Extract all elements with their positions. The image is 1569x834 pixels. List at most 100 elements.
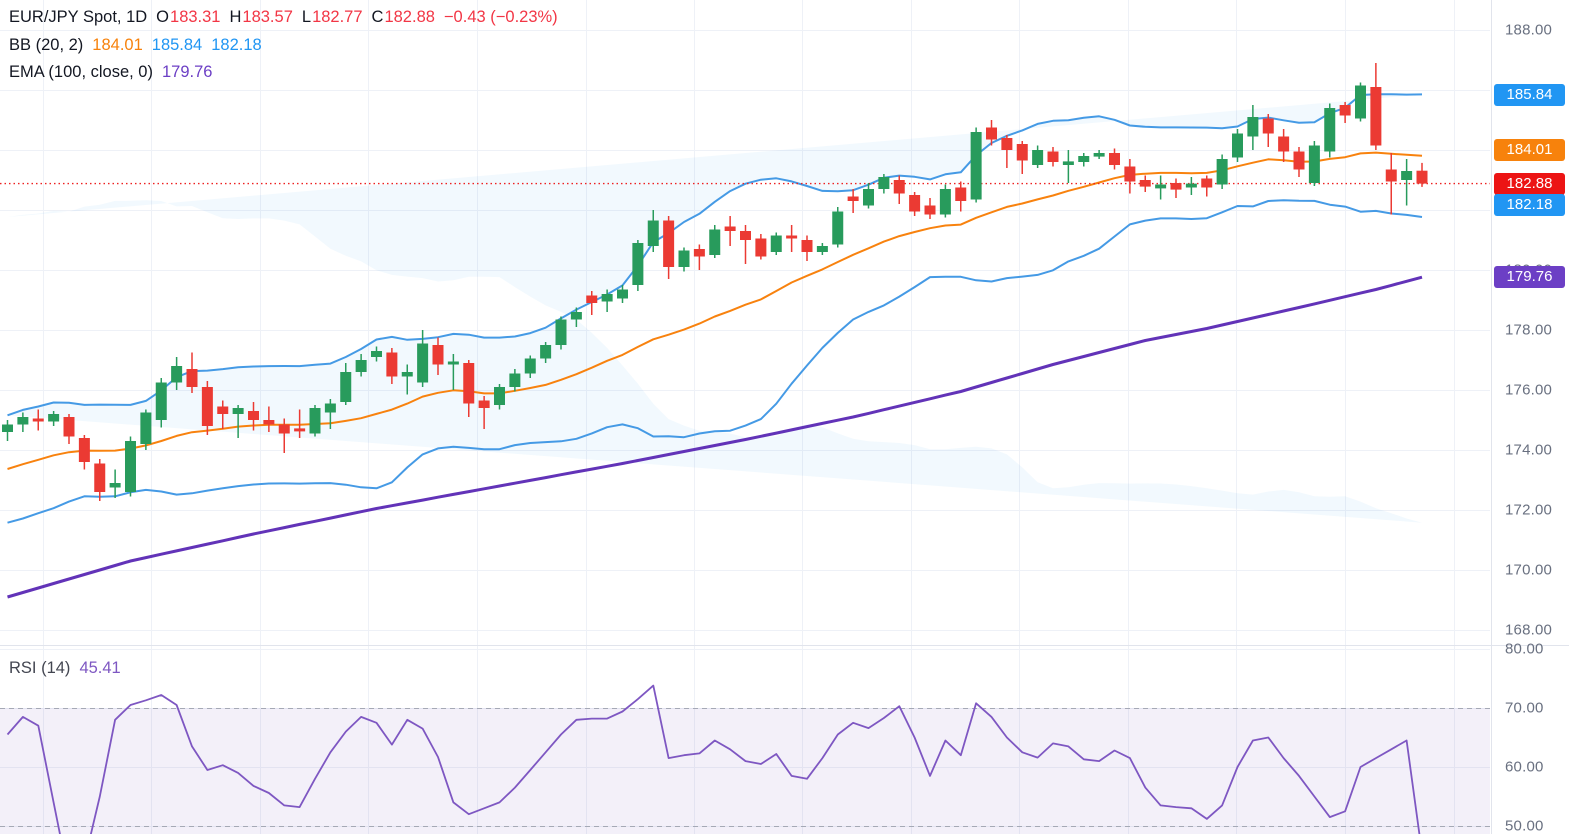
ema-label: EMA (100, close, 0) [9,63,153,81]
candle [1293,151,1305,170]
candle [201,387,213,426]
candle [770,235,782,252]
candle [401,372,413,377]
candle [755,238,767,257]
close-value: 182.88 [384,8,435,26]
candle [32,418,44,422]
rsi-pane [0,684,1490,834]
candle [1001,138,1013,150]
rsi-label: RSI (14) [9,659,71,677]
candle [355,360,367,372]
low-value: 182.77 [312,8,363,26]
candle [386,352,398,377]
candle [924,205,936,215]
candle [878,177,890,189]
rsi-band [0,708,1490,834]
candle [1355,85,1366,119]
candle [447,361,459,365]
change-value: −0.43 (−0.23%) [443,8,558,26]
legend-rsi-row[interactable]: RSI (14) 45.41 [9,659,121,678]
candle [340,372,352,402]
last-price-badge: 182.88 [1494,172,1565,195]
candle [371,351,382,357]
rsi-axis-tick-label: 50.00 [1505,817,1544,834]
candle [939,189,951,215]
candle [555,319,567,345]
bb-basis-badge: 184.01 [1494,138,1565,161]
rsi-axis-tick-label: 80.00 [1505,640,1544,658]
price-axis-tick-label: 176.00 [1505,381,1553,399]
candle [294,428,306,432]
candle [494,387,505,405]
legend-ema-row[interactable]: EMA (100, close, 0) 179.76 [9,63,212,82]
candle [509,373,521,387]
high-label: H [229,8,242,26]
candle [601,294,613,302]
candle [417,343,429,383]
price-axis[interactable]: 188.00186.00184.00182.00180.00178.00176.… [1491,0,1569,834]
rsi-axis-tick-label: 60.00 [1505,758,1544,776]
candle [217,406,229,414]
price-axis-tick-label: 178.00 [1505,321,1553,339]
candle [309,408,321,434]
low-label: L [301,8,312,26]
candle [1109,153,1120,165]
candle [1032,150,1044,165]
price-axis-tick-label: 174.00 [1505,441,1553,459]
candle [970,132,982,200]
candle [909,195,921,212]
candle [816,246,828,252]
candle [786,235,798,239]
candle [1078,156,1090,162]
bb-upper-value: 185.84 [151,36,203,54]
candle [893,180,905,194]
candle [232,408,244,414]
candle [1170,183,1182,190]
legend-symbol-row[interactable]: EUR/JPY Spot, 1D O 183.31 H 183.57 L 182.77… [9,8,558,27]
candle [125,441,136,492]
candle [94,463,106,492]
candle [432,345,444,365]
candle [1047,151,1059,162]
candle [63,417,75,437]
candle [1062,161,1074,165]
bb-label: BB (20, 2) [9,36,84,54]
rsi-axis-tick-label: 70.00 [1505,699,1544,717]
candle [1155,184,1167,189]
open-value: 183.31 [170,8,221,26]
candle [263,420,275,425]
candle [740,231,751,240]
candle [248,411,259,420]
candle [1124,166,1136,182]
symbol-title: EUR/JPY Spot, 1D [9,8,148,26]
candle [632,243,644,285]
candle [1201,178,1213,188]
candle [1278,136,1290,152]
ema-value: 179.76 [161,63,213,81]
candle [78,438,90,462]
candle [986,127,997,140]
candle [1370,87,1382,146]
candle [2,424,13,432]
bb-lower-badge: 182.18 [1494,193,1565,216]
candle [955,187,967,201]
candle [724,226,736,231]
candle [155,382,167,420]
candle [1139,180,1151,187]
candle [140,412,152,444]
candle [171,366,183,383]
candle [847,196,859,201]
candle [1308,145,1320,183]
price-axis-tick-label: 168.00 [1505,621,1553,639]
open-label: O [156,8,170,26]
candle [540,345,552,359]
rsi-line [6,684,1421,834]
legend-bb-row[interactable]: BB (20, 2) 184.01 185.84 182.18 [9,36,262,55]
candle [647,220,659,246]
bb-upper-badge: 185.84 [1494,83,1565,106]
candle [1016,144,1028,161]
candle [1401,171,1413,180]
candle [1262,118,1274,134]
